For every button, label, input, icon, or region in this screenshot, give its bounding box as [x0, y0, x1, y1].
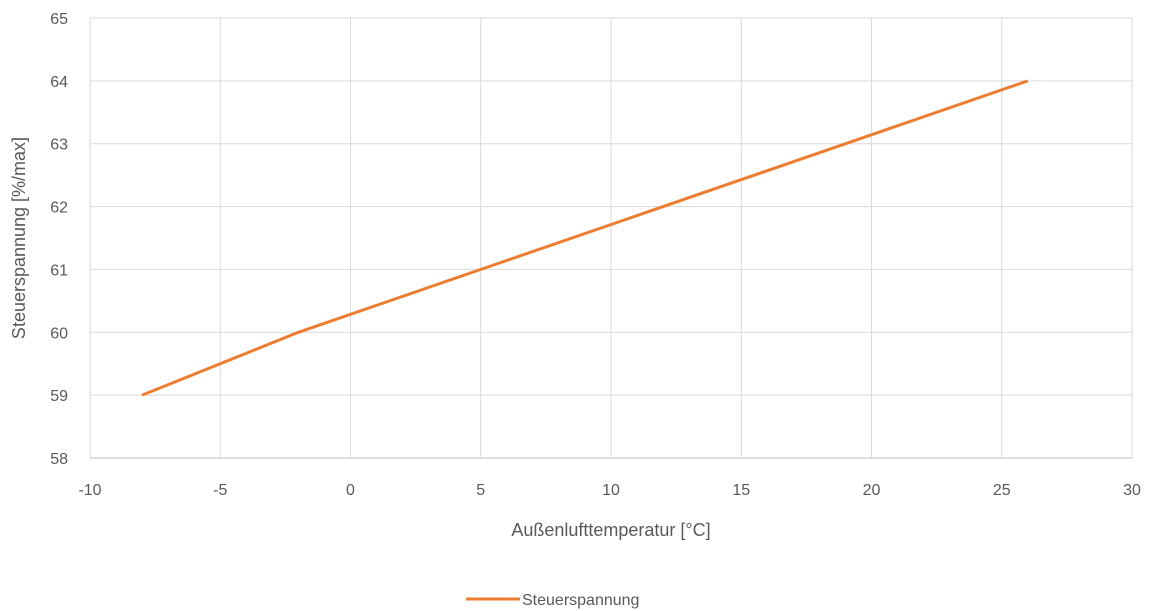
x-tick-label: 15 [732, 482, 750, 499]
y-tick-label: 61 [50, 262, 68, 279]
x-axis-title: Außenlufttemperatur [°C] [511, 520, 710, 540]
x-tick-label: -5 [213, 482, 227, 499]
x-tick-label: 20 [863, 482, 881, 499]
y-axis-title: Steuerspannung [%/max] [9, 137, 29, 339]
y-tick-label: 59 [50, 388, 68, 405]
x-tick-label: 30 [1123, 482, 1141, 499]
series-line-1 [141, 79, 1029, 397]
y-tick-label: 63 [50, 137, 68, 154]
x-tick-label: 10 [602, 482, 620, 499]
legend: Steuerspannung [466, 592, 639, 609]
x-tick-label: 0 [346, 482, 355, 499]
y-tick-label: 60 [50, 325, 68, 342]
gridlines [89, 17, 1133, 459]
x-tick-label: -10 [78, 482, 101, 499]
x-tick-label: 25 [993, 482, 1011, 499]
y-tick-label: 65 [50, 11, 68, 28]
y-tick-label: 62 [50, 200, 68, 217]
y-tick-label: 64 [50, 74, 68, 91]
x-axis-ticks: -10 -5 0 5 10 15 20 25 30 [78, 482, 1141, 499]
y-tick-label: 58 [50, 451, 68, 468]
series-lines [141, 79, 1029, 397]
x-tick-label: 5 [476, 482, 485, 499]
legend-label-steuerspannung: Steuerspannung [522, 592, 639, 609]
y-axis-ticks: 58 59 60 61 62 63 64 65 [50, 11, 68, 468]
